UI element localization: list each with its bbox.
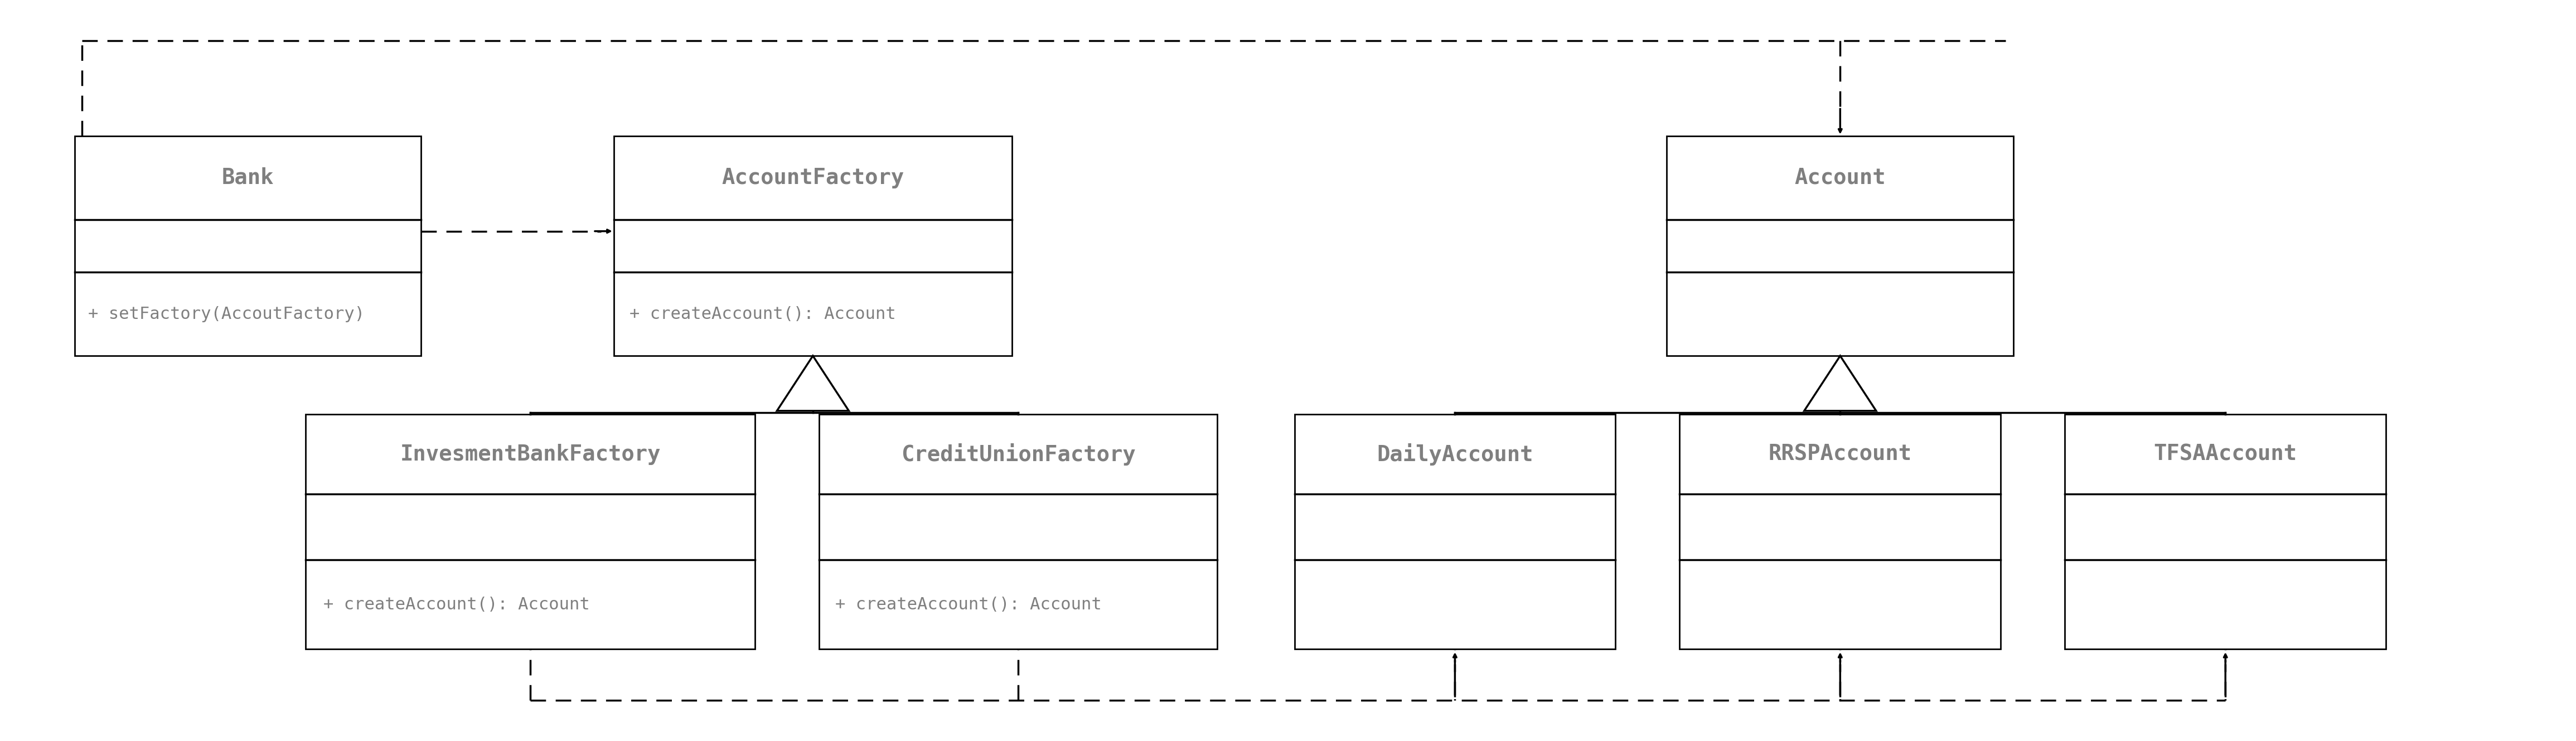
Bar [2066,414,2385,649]
Text: + createAccount(): Account: + createAccount(): Account [835,597,1103,613]
Bar [1293,414,1615,649]
Text: + createAccount(): Account: + createAccount(): Account [325,597,590,613]
Bar [1680,414,2002,649]
Text: AccountFactory: AccountFactory [721,167,904,188]
Bar [75,136,422,356]
Bar [307,414,755,649]
Polygon shape [1803,356,1875,411]
Text: RRSPAccount: RRSPAccount [1770,444,1911,465]
Text: + setFactory(AccoutFactory): + setFactory(AccoutFactory) [88,306,366,322]
Text: Account: Account [1795,167,1886,188]
Bar [613,136,1012,356]
Text: InvesmentBankFactory: InvesmentBankFactory [399,444,659,465]
Text: DailyAccount: DailyAccount [1376,443,1533,465]
Bar [819,414,1218,649]
Text: + createAccount(): Account: + createAccount(): Account [629,306,896,322]
Text: CreditUnionFactory: CreditUnionFactory [902,443,1136,465]
Bar [1667,136,2014,356]
Text: Bank: Bank [222,167,273,188]
Polygon shape [778,356,850,411]
Text: TFSAAccount: TFSAAccount [2154,444,2298,465]
